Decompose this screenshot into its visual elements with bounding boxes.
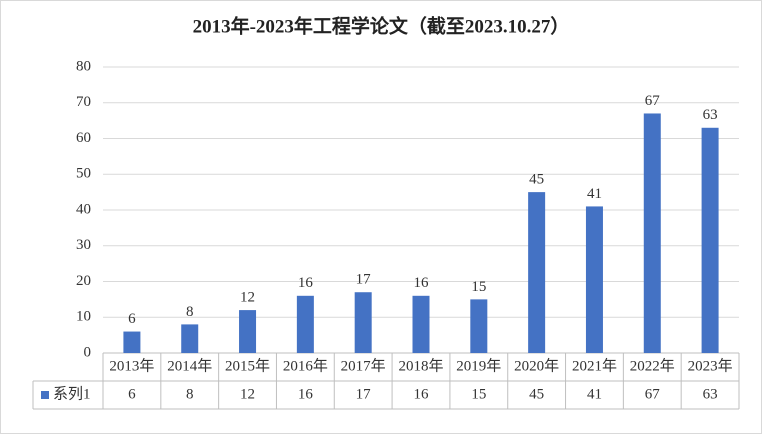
table-value: 67 [645,386,661,402]
table-value: 16 [298,386,314,402]
bar [412,295,430,353]
legend-label: 系列1 [53,385,91,402]
bar [239,310,257,353]
x-tick-label: 2017年 [341,357,386,374]
value-label: 6 [128,311,136,327]
table-value: 15 [471,386,486,402]
x-tick-label: 2019年 [456,357,501,374]
table-value: 17 [356,386,372,402]
x-tick-label: 2016年 [283,357,328,374]
x-tick-label: 2018年 [398,357,443,374]
x-tick-label: 2014年 [167,357,212,374]
y-tick-label: 0 [84,344,92,360]
y-tick-label: 80 [76,58,91,74]
x-tick-label: 2020年 [514,357,559,374]
y-tick-label: 70 [76,94,91,110]
x-tick-label: 2022年 [630,357,675,374]
value-label: 16 [414,275,430,291]
y-tick-label: 30 [76,237,91,253]
bar [528,192,546,353]
table-value: 63 [703,386,718,402]
table-value: 8 [186,386,194,402]
value-label: 15 [471,279,486,295]
y-tick-label: 60 [76,130,91,146]
bar [470,299,488,353]
table-value: 45 [529,386,544,402]
x-tick-label: 2013年 [109,357,154,374]
table-value: 41 [587,386,602,402]
bar [643,113,661,353]
legend-key [41,391,49,399]
bar [701,127,719,354]
table-value: 16 [414,386,430,402]
y-tick-label: 10 [76,309,91,325]
y-tick-label: 50 [76,166,91,182]
value-label: 41 [587,186,602,202]
value-label: 12 [240,290,255,306]
bar [585,206,603,353]
x-tick-label: 2023年 [688,357,733,374]
x-tick-label: 2021年 [572,357,617,374]
bar [296,295,314,353]
value-label: 67 [645,93,661,109]
value-label: 16 [298,275,314,291]
x-tick-label: 2015年 [225,357,270,374]
value-label: 45 [529,172,544,188]
bar [354,292,372,353]
chart-title: 2013年-2023年工程学论文（截至2023.10.27） [193,14,570,37]
table-value: 6 [128,386,136,402]
y-tick-label: 20 [76,273,91,289]
y-tick-label: 40 [76,201,91,217]
value-label: 17 [356,272,372,288]
value-label: 8 [186,304,194,320]
bar [123,331,141,353]
bar [181,324,199,353]
table-value: 12 [240,386,255,402]
value-label: 63 [703,107,718,123]
